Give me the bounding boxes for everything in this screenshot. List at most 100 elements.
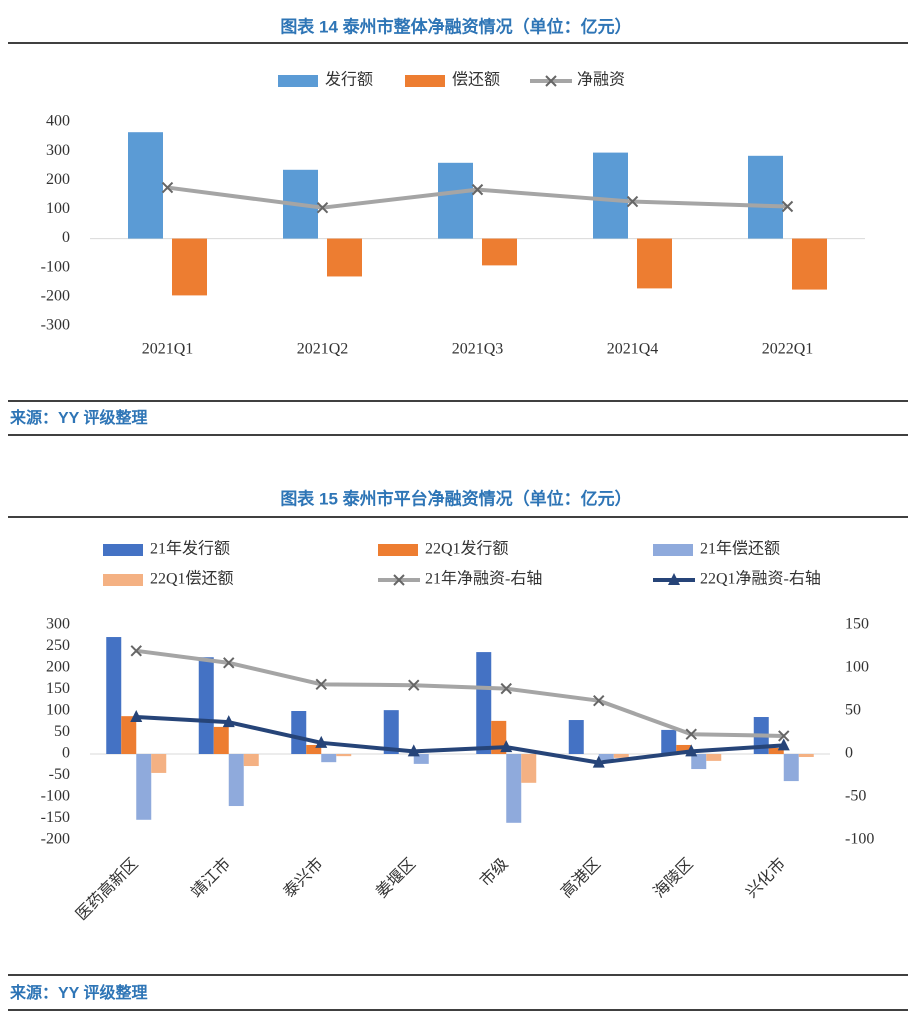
line-marker [781, 200, 794, 213]
y2-tick-label: 100 [845, 659, 869, 676]
bar [613, 754, 629, 758]
bar [321, 754, 337, 763]
bar [661, 729, 677, 754]
bar [798, 754, 814, 758]
bar [598, 754, 614, 761]
line-marker [471, 183, 484, 196]
legend-swatch [103, 574, 143, 586]
bar [438, 162, 473, 239]
bar [768, 747, 784, 754]
y-tick-label: 150 [46, 680, 70, 697]
legend-label: 21年发行额 [150, 540, 230, 558]
legend-label: 净融资 [577, 71, 625, 89]
line-marker [393, 574, 405, 586]
legend-label: 21年净融资-右轴 [425, 570, 542, 588]
bar [106, 637, 122, 754]
y-tick-label: -150 [41, 809, 70, 826]
y-tick-label: 300 [46, 142, 70, 159]
bar [476, 652, 492, 754]
legend-swatch [653, 544, 693, 556]
y-tick-label: -100 [41, 258, 70, 275]
bar [327, 238, 362, 277]
source: 来源：YY 评级整理 [9, 408, 148, 427]
source: 来源：YY 评级整理 [9, 983, 148, 1002]
y-tick-label: -100 [41, 788, 70, 805]
bar [383, 710, 399, 754]
y-tick-label: 100 [46, 200, 70, 217]
x-tick-label: 2021Q1 [142, 341, 194, 358]
y2-tick-label: 50 [845, 702, 861, 719]
bar [172, 238, 207, 296]
bar [676, 744, 692, 754]
y2-tick-label: 0 [845, 745, 853, 762]
x-tick-label: 2022Q1 [762, 341, 814, 358]
y-tick-label: -200 [41, 288, 70, 305]
line-marker [408, 679, 420, 691]
line-marker [668, 573, 680, 585]
bar [783, 754, 799, 782]
line-marker [500, 740, 513, 753]
bar [306, 744, 322, 754]
bar [706, 754, 722, 761]
x-tick-label: 靖江市 [187, 855, 234, 902]
x-tick-label: 2021Q2 [297, 341, 349, 358]
line-marker [222, 715, 235, 728]
y-tick-label: 100 [46, 702, 70, 719]
line [136, 715, 784, 765]
bar [336, 754, 352, 757]
bar [128, 132, 163, 239]
x-tick-label: 2021Q4 [607, 341, 659, 358]
line-marker [316, 201, 329, 214]
x-tick-label: 医药高新区 [72, 855, 141, 924]
bar [121, 716, 137, 754]
bar [691, 754, 707, 770]
line-marker [592, 755, 605, 768]
x-tick-label: 泰兴市 [280, 855, 327, 902]
line-marker [778, 730, 790, 742]
line-marker [685, 744, 698, 757]
line-marker [500, 682, 512, 695]
line-marker [223, 657, 235, 669]
bar [792, 238, 827, 290]
line-marker [130, 645, 142, 657]
bar [198, 657, 214, 754]
line-marker [545, 75, 557, 87]
chart-title: 图表 14 泰州市整体净融资情况（单位：亿元） [280, 16, 631, 36]
y-tick-label: -50 [49, 766, 70, 783]
legend-label: 22Q1偿还额 [150, 570, 234, 588]
bar [506, 754, 522, 823]
bar [136, 754, 152, 820]
y-tick-label: 200 [46, 171, 70, 188]
bar [521, 754, 537, 783]
legend-swatch [405, 75, 445, 87]
x-tick-label: 2021Q3 [452, 341, 504, 358]
line-marker [777, 738, 790, 751]
y2-tick-label: -50 [845, 788, 866, 805]
line-marker [593, 694, 605, 707]
line-marker [626, 195, 639, 208]
legend-label: 偿还额 [452, 71, 500, 89]
x-tick-label: 兴化市 [742, 855, 789, 902]
legend-label: 21年偿还额 [700, 540, 780, 558]
line-marker [315, 678, 327, 691]
line-marker [130, 710, 143, 723]
y-tick-label: 0 [62, 229, 70, 246]
y2-tick-label: -100 [845, 831, 874, 848]
bar [637, 238, 672, 289]
y-tick-label: 0 [62, 745, 70, 762]
y-tick-label: 200 [46, 659, 70, 676]
y-tick-label: 50 [54, 723, 70, 740]
y-tick-label: -200 [41, 831, 70, 848]
legend-label: 22Q1发行额 [425, 540, 509, 558]
y-tick-label: 300 [46, 616, 70, 633]
line [135, 648, 784, 738]
legend-swatch [103, 544, 143, 556]
bar [593, 152, 628, 239]
bar [748, 155, 783, 239]
line-marker [161, 181, 174, 194]
bar [213, 726, 229, 754]
x-tick-label: 海陵区 [650, 855, 697, 902]
x-tick-label: 姜堰区 [372, 855, 419, 902]
